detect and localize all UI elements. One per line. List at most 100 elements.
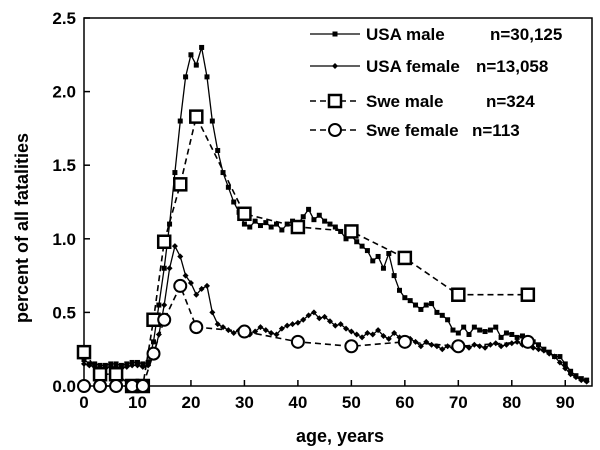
data-point-swe-male [397,250,413,266]
data-point-usa-female [375,327,382,334]
data-point-swe-female [135,379,150,393]
data-point-usa-male [225,184,231,190]
data-point-usa-male [439,312,445,318]
data-point-usa-male [423,302,429,308]
data-point-usa-male [183,74,189,80]
y-tick-label: 1.0 [52,230,76,249]
data-point-usa-female [198,285,205,292]
data-point-swe-female [146,346,161,361]
legend-label: Swe male [366,92,444,111]
data-point-usa-male [343,236,349,242]
data-point-usa-female [321,313,328,320]
data-point-usa-male [380,265,386,271]
data-point-swe-female [237,324,252,339]
data-point-usa-female [284,322,291,329]
data-point-usa-female [385,335,392,342]
data-point-usa-male [536,342,542,348]
data-point-usa-male [274,221,280,227]
legend-item-swe-female: Swe female n=113 [310,121,520,140]
data-point-usa-female [273,331,280,338]
data-point-usa-male [156,302,162,308]
data-point-usa-male [151,339,157,345]
data-point-swe-female [173,278,188,293]
data-point-usa-male [370,258,376,264]
data-point-usa-female [540,347,547,354]
data-point-usa-male [177,118,183,124]
data-point-usa-male [204,74,210,80]
data-point-usa-male [434,309,440,315]
data-point-usa-female [81,360,87,367]
data-point-usa-male [247,224,253,230]
data-point-usa-female [583,378,590,385]
data-point-usa-female [262,327,269,334]
data-point-swe-male [520,287,536,302]
data-point-usa-female [257,324,264,331]
data-point-usa-male [429,301,435,307]
data-point-usa-female [230,330,237,337]
x-axis-title: age, years [296,426,384,446]
x-tick-label: 60 [395,393,414,412]
legend-sample-size: n=30,125 [490,25,562,44]
data-point-usa-female [572,374,579,381]
data-point-usa-male [503,330,509,336]
data-point-swe-male [173,177,188,192]
data-point-usa-male [466,331,472,337]
data-point-usa-female [562,365,569,372]
data-point-usa-male [172,170,178,176]
x-tick-label: 50 [342,393,361,412]
data-point-usa-male [519,333,525,339]
x-tick-label: 0 [79,393,88,412]
data-point-usa-male [327,221,333,227]
data-point-usa-female [139,363,146,370]
data-point-usa-female [578,377,585,384]
legend-item-usa-female: USA female n=13,058 [310,57,548,76]
data-point-usa-male [418,306,424,312]
data-point-usa-male [461,324,467,330]
data-point-usa-male [311,217,317,223]
axis-ticks: 0 10 20 30 40 50 60 70 80 90 0.0 0.5 1.0 1.5 2.0 2.5 [52,9,574,412]
data-point-usa-male [493,324,499,330]
data-point-usa-male [359,243,365,249]
legend-label: USA female [366,57,460,76]
data-point-usa-male [450,327,456,333]
data-point-usa-female [391,330,398,337]
legend-item-swe-male: Swe male n=324 [310,92,535,111]
legend-marker [332,31,338,37]
data-point-swe-female [77,379,91,393]
data-point-usa-female [380,332,387,339]
data-point-usa-female [166,265,173,272]
data-point-usa-male [209,118,215,124]
legend-label: Swe female [366,121,459,140]
y-tick-label: 0.5 [52,303,76,322]
y-tick-label: 0.0 [52,377,76,396]
x-tick-label: 10 [128,393,147,412]
data-point-usa-female [193,291,200,298]
data-point-usa-male [391,273,397,279]
data-point-usa-male [263,220,269,226]
y-axis-title: percent of all fatalities [12,133,32,323]
data-point-usa-male [413,302,419,308]
legend-label: USA male [366,25,445,44]
data-point-usa-male [407,298,413,304]
data-point-usa-male [257,223,263,229]
data-point-usa-female [177,253,184,260]
data-point-swe-male [237,206,252,222]
data-point-usa-female [332,322,339,329]
data-point-swe-male [344,224,359,239]
data-point-usa-female [161,302,168,309]
data-point-usa-male [375,253,381,259]
data-point-usa-male [482,329,488,335]
data-point-usa-male [279,227,285,233]
series-swe-female [77,278,535,393]
data-point-usa-male [300,214,306,220]
data-point-swe-female [520,334,535,349]
series-swe-male [76,109,536,394]
data-point-usa-female [182,272,189,279]
legend-sample-size: n=324 [486,92,535,111]
legend-marker [328,123,342,137]
x-tick-label: 30 [235,393,254,412]
data-point-usa-female [268,330,275,337]
data-point-swe-male [108,366,124,382]
data-point-usa-female [439,346,446,353]
y-tick-label: 1.5 [52,156,76,175]
